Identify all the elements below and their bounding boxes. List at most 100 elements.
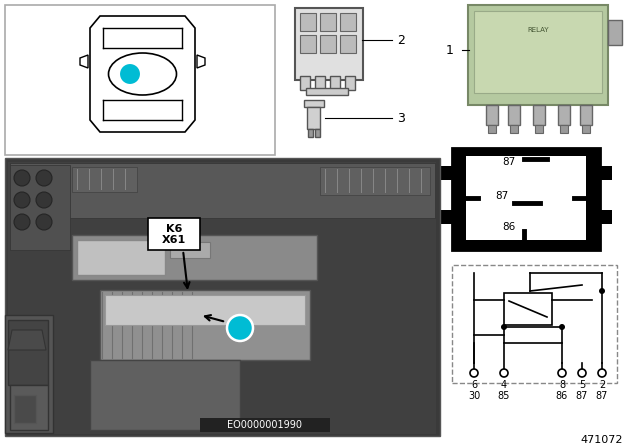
Text: 5: 5 [579, 380, 585, 390]
Text: X61: X61 [162, 235, 186, 245]
Text: 87: 87 [576, 391, 588, 401]
Circle shape [227, 315, 253, 341]
Circle shape [36, 192, 52, 208]
Text: 6: 6 [471, 380, 477, 390]
Circle shape [470, 369, 478, 377]
Circle shape [558, 369, 566, 377]
Circle shape [501, 324, 507, 330]
Circle shape [14, 192, 30, 208]
Bar [308, 129, 313, 137]
Text: 3: 3 [397, 112, 405, 125]
Circle shape [559, 324, 565, 330]
Circle shape [36, 170, 52, 186]
Bar [300, 76, 310, 90]
Text: 87: 87 [495, 191, 509, 201]
Bar [300, 35, 316, 53]
Ellipse shape [109, 53, 177, 95]
Bar [10, 165, 70, 250]
Bar [345, 76, 355, 90]
Bar [315, 76, 325, 90]
Bar [558, 105, 570, 125]
Circle shape [598, 369, 606, 377]
Bar [8, 320, 48, 385]
Circle shape [599, 288, 605, 294]
Bar [488, 125, 496, 133]
Text: 30: 30 [468, 391, 480, 401]
Bar [330, 76, 340, 90]
Bar [474, 11, 602, 93]
Bar [440, 166, 454, 180]
Bar [306, 88, 348, 95]
Text: RELAY: RELAY [527, 27, 549, 33]
Circle shape [578, 369, 586, 377]
Bar [508, 105, 520, 125]
Bar [100, 290, 310, 360]
Bar [580, 105, 592, 125]
Bar [77, 240, 165, 275]
Bar [304, 100, 324, 107]
Text: 8: 8 [559, 380, 565, 390]
Circle shape [119, 63, 141, 85]
Bar [608, 20, 622, 45]
Bar [5, 5, 275, 155]
Bar [535, 125, 543, 133]
Text: EO0000001990: EO0000001990 [227, 420, 303, 430]
Circle shape [500, 369, 508, 377]
Polygon shape [90, 16, 195, 132]
Bar [307, 107, 320, 129]
Circle shape [14, 170, 30, 186]
Text: 2: 2 [599, 380, 605, 390]
Bar [148, 218, 200, 250]
Bar [72, 235, 317, 280]
Bar [90, 360, 240, 430]
Bar [560, 125, 568, 133]
Text: 471072: 471072 [580, 435, 623, 445]
Bar [105, 295, 305, 325]
Text: 86: 86 [502, 222, 516, 232]
Bar [340, 13, 356, 31]
Bar [466, 156, 586, 240]
Bar [582, 125, 590, 133]
Text: 86: 86 [556, 391, 568, 401]
Polygon shape [8, 330, 46, 350]
Bar [200, 418, 330, 432]
Bar [320, 13, 336, 31]
Polygon shape [80, 55, 88, 68]
Text: 1: 1 [446, 43, 454, 56]
Text: 30: 30 [453, 186, 467, 196]
Bar [320, 167, 430, 195]
Bar [340, 35, 356, 53]
Text: 4: 4 [501, 380, 507, 390]
Circle shape [14, 214, 30, 230]
Bar [320, 35, 336, 53]
Bar [440, 210, 454, 224]
Bar [533, 105, 545, 125]
Bar [5, 158, 440, 436]
Bar [504, 293, 552, 325]
Text: 2: 2 [397, 34, 405, 47]
Bar [5, 315, 53, 433]
Polygon shape [197, 55, 205, 68]
Bar [72, 167, 137, 192]
Text: 87: 87 [596, 391, 608, 401]
Bar [14, 395, 36, 423]
Text: 87: 87 [502, 157, 516, 167]
Bar [504, 327, 562, 343]
Bar [170, 242, 210, 258]
Text: 1: 1 [236, 322, 244, 335]
Bar [10, 385, 48, 430]
Text: 85: 85 [586, 186, 598, 196]
Bar [295, 8, 363, 80]
Bar [452, 265, 617, 383]
Bar [598, 166, 612, 180]
Text: K6: K6 [166, 224, 182, 234]
Bar [510, 125, 518, 133]
Bar [468, 5, 608, 105]
Bar [300, 13, 316, 31]
Bar [452, 148, 600, 250]
Bar [598, 210, 612, 224]
Bar [10, 163, 435, 218]
Bar [315, 129, 320, 137]
Text: 85: 85 [498, 391, 510, 401]
Bar [8, 162, 436, 434]
